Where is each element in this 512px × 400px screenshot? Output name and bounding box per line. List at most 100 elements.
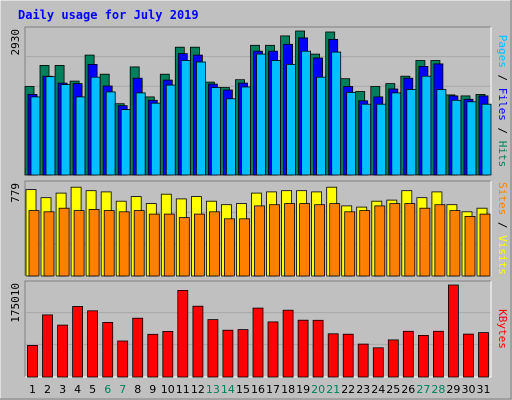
bar-kbytes-day-20 (312, 319, 324, 378)
bar-kbytes-day-15 (237, 329, 249, 378)
bar-kbytes-day-16 (252, 307, 264, 378)
chart-panels: 2930 Pages / Files / Hits 779 Sites / Visit… (9, 26, 509, 378)
bar-kbytes-day-22 (342, 333, 354, 378)
bar-kbytes-day-9 (147, 333, 159, 378)
bar-pages-day-27 (421, 75, 432, 176)
bar-sites-day-8 (133, 210, 145, 277)
bar-sites-day-1 (28, 210, 40, 277)
day-label-30: 30 (462, 383, 476, 396)
bar-pages-day-10 (165, 84, 176, 176)
day-label-26: 26 (401, 383, 415, 396)
bar-sites-day-29 (449, 210, 461, 277)
bar-kbytes-day-4 (72, 305, 83, 378)
bar-pages-day-20 (316, 76, 327, 176)
bar-kbytes-day-23 (357, 343, 369, 378)
day-label-1: 1 (29, 383, 36, 396)
legend-entry: Pages (496, 35, 509, 68)
bar-sites-day-5 (88, 208, 100, 277)
day-label-2: 2 (44, 383, 51, 396)
day-label-8: 8 (134, 383, 141, 396)
day-label-12: 12 (191, 383, 205, 396)
bar-sites-day-9 (148, 213, 160, 277)
bar-pages-day-3 (60, 84, 71, 176)
max-label: 2930 (9, 29, 22, 56)
bar-sites-day-24 (374, 205, 386, 277)
bar-kbytes-day-17 (267, 321, 279, 378)
bar-sites-day-18 (284, 203, 296, 277)
bar-pages-day-24 (376, 103, 387, 176)
day-labels: 1 2 3 4 5 6 7 8 9 10 11 12 13 14 15 16 17 18 19 20 21 22 23 24 2… (29, 383, 491, 396)
bar-kbytes-day-8 (132, 317, 144, 378)
legend-entry: Hits (496, 141, 509, 168)
bar-sites-day-4 (73, 210, 85, 277)
bar-pages-day-11 (180, 60, 191, 176)
bar-pages-day-31 (481, 103, 492, 176)
bar-pages-day-1 (30, 96, 41, 176)
max-label: 779 (9, 183, 22, 203)
bar-sites-day-10 (163, 213, 175, 277)
bar-pages-day-8 (135, 92, 146, 176)
day-label-4: 4 (74, 383, 81, 396)
bar-kbytes-day-6 (102, 321, 114, 378)
bar-sites-day-12 (193, 213, 205, 277)
bar-kbytes-day-29 (447, 284, 459, 378)
series-legend: Sites / Visits (496, 182, 509, 275)
day-label-27: 27 (416, 383, 430, 396)
bar-pages-day-15 (241, 86, 251, 176)
bar-pages-day-17 (271, 60, 281, 176)
panel-hits-files-pages: 2930 Pages / Files / Hits (9, 26, 509, 176)
bar-pages-day-26 (406, 89, 417, 176)
day-label-16: 16 (251, 383, 265, 396)
bar-sites-day-21 (329, 203, 341, 277)
day-label-7: 7 (119, 383, 126, 396)
bar-pages-day-7 (120, 109, 131, 176)
bar-pages-day-13 (210, 87, 221, 176)
bar-pages-day-6 (105, 91, 116, 176)
bar-kbytes-day-10 (162, 330, 174, 378)
bar-sites-day-3 (58, 207, 70, 277)
legend-entry: / (496, 121, 509, 141)
bar-pages-day-12 (195, 61, 206, 176)
day-label-22: 22 (341, 383, 355, 396)
chart-title: Daily usage for July 2019 (18, 8, 199, 22)
day-label-17: 17 (266, 383, 280, 396)
day-label-21: 21 (326, 383, 340, 396)
bar-kbytes-day-25 (387, 339, 399, 378)
bar-sites-day-16 (254, 205, 265, 277)
day-label-5: 5 (89, 383, 96, 396)
bar-sites-day-2 (43, 211, 55, 277)
bar-kbytes-day-18 (282, 309, 294, 378)
bar-sites-day-31 (479, 213, 491, 277)
bar-pages-day-5 (90, 76, 101, 176)
day-label-19: 19 (296, 383, 310, 396)
bar-sites-day-22 (344, 211, 356, 277)
legend-entry: Sites (496, 182, 509, 215)
bar-kbytes-day-19 (297, 319, 309, 378)
bar-sites-day-27 (419, 207, 431, 277)
bar-sites-day-25 (389, 203, 401, 277)
bar-kbytes-day-24 (372, 347, 384, 378)
day-label-20: 20 (311, 383, 325, 396)
bar-kbytes-day-2 (42, 314, 53, 378)
bar-pages-day-16 (256, 53, 266, 176)
bar-sites-day-14 (223, 218, 235, 277)
series-legend: Pages / Files / Hits (496, 35, 509, 168)
bar-pages-day-28 (436, 89, 447, 176)
day-label-24: 24 (371, 383, 385, 396)
bar-kbytes-day-28 (432, 330, 444, 378)
legend-entry: Visits (496, 235, 509, 275)
bar-kbytes-day-31 (478, 332, 489, 378)
day-label-25: 25 (386, 383, 400, 396)
bar-sites-day-30 (464, 215, 476, 277)
bar-sites-day-26 (404, 203, 416, 277)
day-label-29: 29 (446, 383, 460, 396)
bar-kbytes-day-30 (463, 333, 474, 378)
bar-kbytes-day-5 (87, 310, 98, 378)
bar-sites-day-23 (359, 210, 371, 277)
bar-sites-day-7 (118, 211, 130, 277)
bar-pages-day-14 (225, 98, 236, 176)
bar-kbytes-day-21 (327, 333, 339, 378)
bar-pages-day-25 (391, 92, 402, 176)
bar-kbytes-day-7 (117, 340, 129, 378)
